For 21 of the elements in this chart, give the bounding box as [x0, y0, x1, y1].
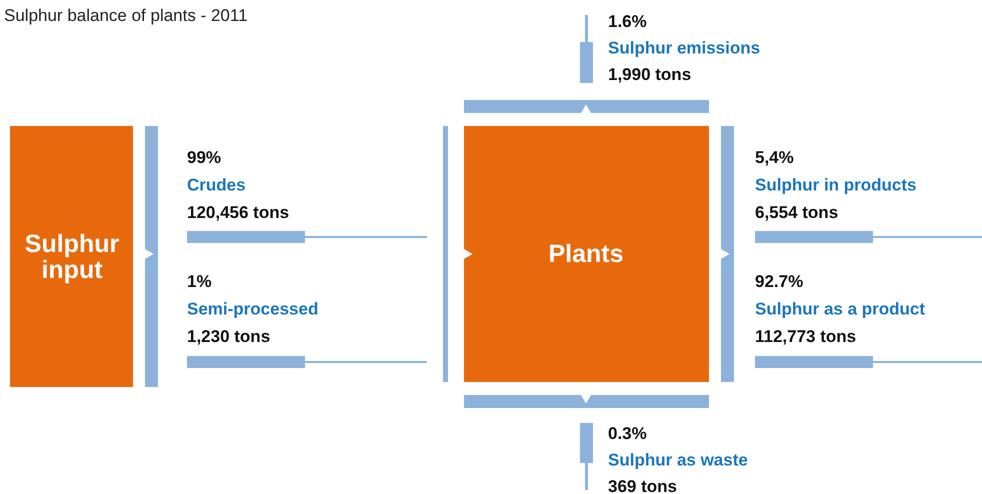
data-label: 1%: [187, 272, 212, 291]
text: Sulphur input: [24, 230, 120, 284]
category-label: Semi-processed: [187, 300, 318, 318]
category-label: Sulphur emissions: [608, 38, 760, 58]
text: Plants: [548, 240, 624, 268]
category-label: Sulphur as a product: [755, 300, 926, 318]
category-label: Crudes: [187, 176, 246, 194]
data-label: 369 tons: [608, 477, 677, 494]
data-label: 6,554 tons: [755, 203, 838, 222]
data-label: 120,456 tons: [187, 203, 290, 222]
data-label: 1.6%: [608, 12, 647, 31]
data-label: 112,773 tons: [755, 327, 856, 346]
text: Sulphur balance of plants - 2011: [4, 6, 248, 25]
data-label: 99%: [187, 148, 222, 167]
data-label: 92.7%: [755, 272, 804, 291]
data-label: 5,4%: [755, 148, 794, 167]
data-label: 0.3%: [608, 424, 647, 443]
data-label: 1,230 tons: [187, 327, 270, 346]
category-label: Sulphur in products: [755, 176, 916, 194]
data-label: 1,990 tons: [608, 65, 692, 84]
category-label: Sulphur as waste: [608, 450, 748, 470]
